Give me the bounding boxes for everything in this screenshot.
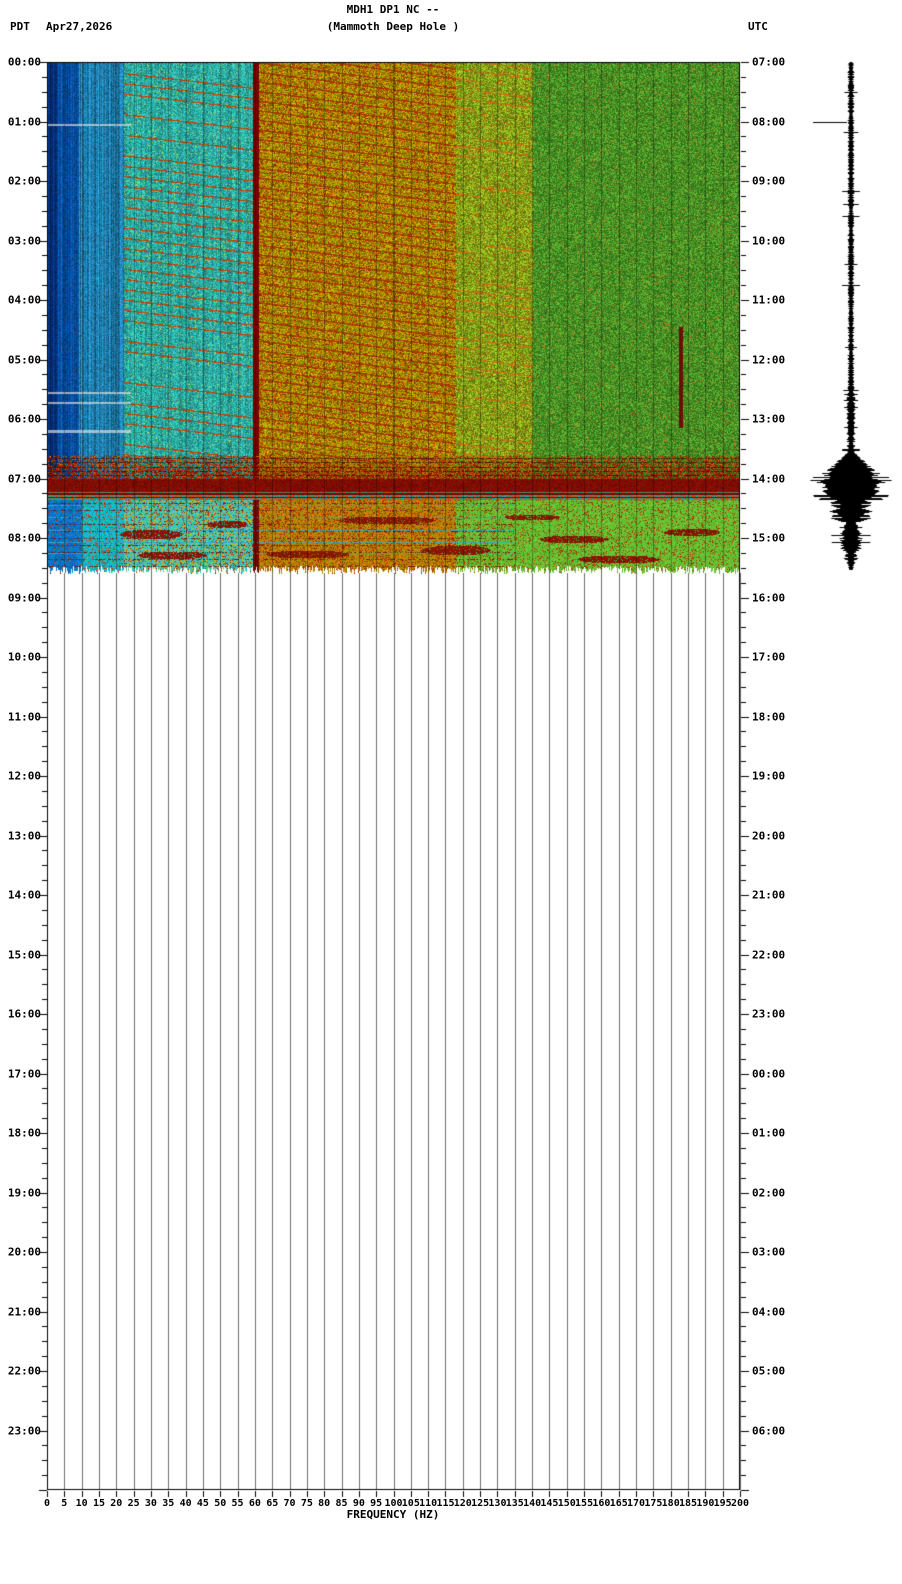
x-axis-title: FREQUENCY (HZ) — [346, 1508, 440, 1521]
timezone-left-label: PDT — [10, 20, 30, 33]
timezone-right-label: UTC — [748, 20, 768, 33]
station-title: MDH1 DP1 NC -- — [346, 3, 440, 16]
station-subtitle: (Mammoth Deep Hole ) — [326, 20, 460, 33]
date-label: Apr27,2026 — [46, 20, 113, 33]
